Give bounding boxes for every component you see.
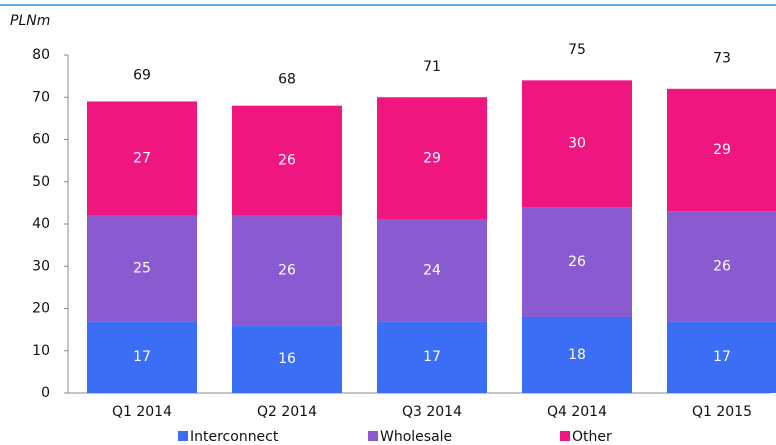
y-axis-label: PLNm (10, 13, 50, 29)
y-tick-label: 30 (32, 258, 50, 274)
bar-segment (522, 207, 632, 317)
bar-segment (87, 321, 197, 393)
y-tick-label: 0 (41, 385, 50, 401)
legend-label: Interconnect (190, 429, 279, 445)
bar-segment (667, 211, 776, 322)
segment-label: 29 (713, 142, 731, 158)
total-label: 71 (423, 59, 441, 75)
segment-label: 26 (278, 262, 296, 278)
segment-label: 16 (278, 351, 296, 367)
legend-label: Other (572, 429, 612, 445)
legend-label: Wholesale (380, 429, 452, 445)
bar-segment (87, 101, 197, 216)
segment-label: 29 (423, 151, 441, 167)
segment-label: 24 (423, 262, 441, 278)
bar-segment (87, 215, 197, 322)
bar-segment (377, 97, 487, 220)
x-tick-label: Q1 2014 (112, 404, 172, 420)
total-label: 75 (568, 42, 586, 58)
bar-segment (377, 321, 487, 393)
bar-segment (667, 88, 776, 212)
segment-label: 26 (278, 153, 296, 169)
legend-swatch (178, 431, 188, 441)
segment-label: 25 (133, 260, 151, 276)
segment-label: 27 (133, 151, 151, 167)
y-tick-label: 50 (32, 174, 50, 190)
y-tick-label: 10 (32, 343, 50, 359)
bar-segment (232, 105, 342, 216)
bar-segment (232, 215, 342, 326)
legend-swatch (368, 431, 378, 441)
segment-label: 18 (568, 347, 586, 363)
y-tick-label: 80 (32, 47, 50, 63)
y-tick-label: 20 (32, 301, 50, 317)
x-tick-label: Q3 2014 (402, 404, 462, 420)
segment-label: 17 (133, 349, 151, 365)
y-tick-label: 40 (32, 216, 50, 232)
total-label: 73 (713, 51, 731, 67)
segment-label: 17 (423, 349, 441, 365)
x-tick-label: Q4 2014 (547, 404, 607, 420)
segment-label: 26 (713, 258, 731, 274)
segment-label: 26 (568, 254, 586, 270)
bar-segment (232, 325, 342, 393)
y-tick-label: 70 (32, 89, 50, 105)
bar-segment (377, 219, 487, 322)
bar-segment (522, 316, 632, 393)
total-label: 68 (278, 72, 296, 88)
x-tick-label: Q2 2014 (257, 404, 317, 420)
legend-swatch (560, 431, 570, 441)
bar-segment (667, 321, 776, 393)
segment-label: 30 (568, 136, 586, 152)
bar-segment (522, 80, 632, 208)
x-tick-label: Q1 2015 (692, 404, 752, 420)
total-label: 69 (133, 67, 151, 83)
segment-label: 17 (713, 349, 731, 365)
y-tick-label: 60 (32, 132, 50, 148)
